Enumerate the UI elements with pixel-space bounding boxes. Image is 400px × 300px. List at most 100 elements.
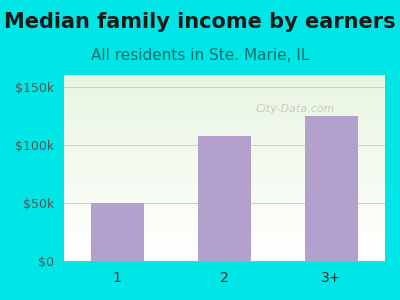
Bar bbox=[64, 177, 385, 178]
Bar bbox=[64, 179, 385, 180]
Bar bbox=[64, 136, 385, 137]
Bar bbox=[64, 244, 385, 245]
Bar bbox=[64, 80, 385, 81]
Bar bbox=[64, 137, 385, 138]
Bar bbox=[64, 112, 385, 113]
Text: All residents in Ste. Marie, IL: All residents in Ste. Marie, IL bbox=[91, 48, 309, 63]
Bar bbox=[64, 167, 385, 168]
Bar bbox=[64, 146, 385, 147]
Bar bbox=[64, 195, 385, 196]
Bar bbox=[198, 136, 251, 261]
Bar bbox=[64, 110, 385, 111]
Bar bbox=[64, 107, 385, 108]
Bar bbox=[64, 201, 385, 202]
Bar bbox=[64, 142, 385, 143]
Bar bbox=[64, 260, 385, 261]
Bar bbox=[64, 89, 385, 90]
Bar bbox=[64, 256, 385, 257]
Bar bbox=[64, 82, 385, 83]
Bar bbox=[64, 159, 385, 160]
Bar bbox=[64, 149, 385, 150]
Bar bbox=[64, 133, 385, 134]
Bar bbox=[64, 242, 385, 243]
Bar bbox=[64, 236, 385, 237]
Bar bbox=[64, 182, 385, 183]
Bar bbox=[64, 250, 385, 251]
Bar bbox=[64, 228, 385, 229]
Bar bbox=[64, 241, 385, 242]
Bar bbox=[64, 106, 385, 107]
Bar bbox=[64, 226, 385, 227]
Bar bbox=[64, 181, 385, 182]
Bar bbox=[64, 147, 385, 148]
Bar bbox=[64, 169, 385, 170]
Bar bbox=[64, 157, 385, 158]
Bar bbox=[64, 98, 385, 99]
Bar bbox=[64, 144, 385, 145]
Bar bbox=[64, 229, 385, 230]
Bar bbox=[64, 140, 385, 141]
Bar bbox=[64, 217, 385, 218]
Bar bbox=[64, 130, 385, 131]
Bar bbox=[64, 93, 385, 94]
Bar bbox=[64, 220, 385, 221]
Bar bbox=[64, 194, 385, 195]
Bar bbox=[64, 253, 385, 254]
Bar bbox=[64, 87, 385, 88]
Bar bbox=[64, 145, 385, 146]
Bar bbox=[64, 83, 385, 84]
Bar bbox=[64, 86, 385, 87]
Bar bbox=[64, 153, 385, 154]
Bar bbox=[64, 178, 385, 179]
Bar bbox=[64, 162, 385, 163]
Bar bbox=[64, 232, 385, 233]
Bar bbox=[64, 216, 385, 217]
Bar bbox=[64, 257, 385, 258]
Bar bbox=[64, 176, 385, 177]
Bar bbox=[64, 97, 385, 98]
Bar bbox=[64, 254, 385, 255]
Bar bbox=[64, 190, 385, 191]
Bar bbox=[64, 172, 385, 173]
Bar bbox=[64, 174, 385, 175]
Bar bbox=[64, 259, 385, 260]
Bar bbox=[64, 231, 385, 232]
Bar bbox=[64, 125, 385, 126]
Bar bbox=[64, 186, 385, 187]
Bar bbox=[64, 187, 385, 188]
Bar bbox=[64, 95, 385, 96]
Bar bbox=[64, 91, 385, 92]
Bar bbox=[64, 249, 385, 250]
Bar bbox=[64, 109, 385, 110]
Bar bbox=[64, 209, 385, 210]
Bar bbox=[91, 203, 144, 261]
Bar bbox=[64, 166, 385, 167]
Bar bbox=[64, 238, 385, 239]
Bar bbox=[64, 154, 385, 155]
Bar bbox=[64, 189, 385, 190]
Bar bbox=[64, 105, 385, 106]
Bar bbox=[64, 122, 385, 123]
Bar bbox=[64, 230, 385, 231]
Bar bbox=[64, 152, 385, 153]
Bar bbox=[64, 100, 385, 101]
Bar bbox=[64, 96, 385, 97]
Bar bbox=[64, 258, 385, 259]
Bar bbox=[64, 85, 385, 86]
Bar bbox=[64, 219, 385, 220]
Bar bbox=[64, 81, 385, 82]
Bar bbox=[64, 143, 385, 144]
Bar bbox=[64, 84, 385, 85]
Bar bbox=[64, 222, 385, 223]
Bar bbox=[64, 243, 385, 244]
Bar bbox=[64, 117, 385, 118]
Bar bbox=[64, 102, 385, 103]
Bar bbox=[64, 173, 385, 174]
Bar bbox=[64, 78, 385, 79]
Bar bbox=[64, 156, 385, 157]
Bar bbox=[64, 210, 385, 211]
Bar bbox=[64, 196, 385, 197]
Bar bbox=[64, 235, 385, 236]
Bar bbox=[64, 99, 385, 100]
Bar bbox=[64, 103, 385, 104]
